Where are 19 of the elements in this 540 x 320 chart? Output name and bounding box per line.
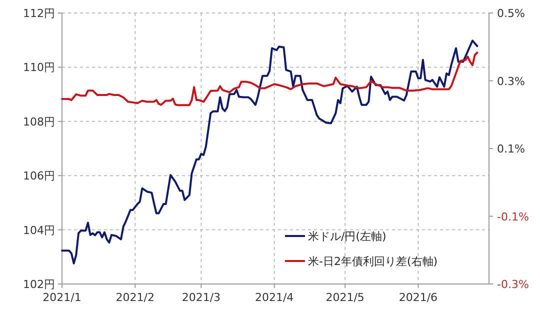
- y2-tick-label: 0.1%: [497, 142, 525, 156]
- y-tick-label: 104円: [23, 224, 55, 237]
- x-tick-label: 2021/6: [398, 291, 438, 304]
- y-tick-label: 108円: [23, 115, 55, 128]
- x-tick-label: 2021/5: [326, 291, 364, 304]
- y2-tick-label: 0.5%: [497, 7, 525, 20]
- x-tick-label: 2021/3: [182, 291, 221, 304]
- x-tick-label: 2021/4: [254, 291, 294, 304]
- y-tick-label: 112円: [23, 7, 55, 20]
- y-tick-label: 102円: [23, 278, 55, 291]
- y2-tick-label: -0.3%: [497, 278, 529, 291]
- x-tick-label: 2021/1: [42, 291, 82, 304]
- y-tick-label: 106円: [23, 170, 55, 183]
- legend-label: 米ドル/円(左軸): [308, 230, 386, 243]
- y2-tick-label: 0.3%: [497, 74, 525, 88]
- x-tick-label: 2021/2: [116, 291, 154, 304]
- y2-tick-label: -0.1%: [497, 210, 529, 224]
- legend-label: 米-日2年債利回り差(右軸): [308, 255, 438, 268]
- y-tick-label: 110円: [23, 61, 55, 74]
